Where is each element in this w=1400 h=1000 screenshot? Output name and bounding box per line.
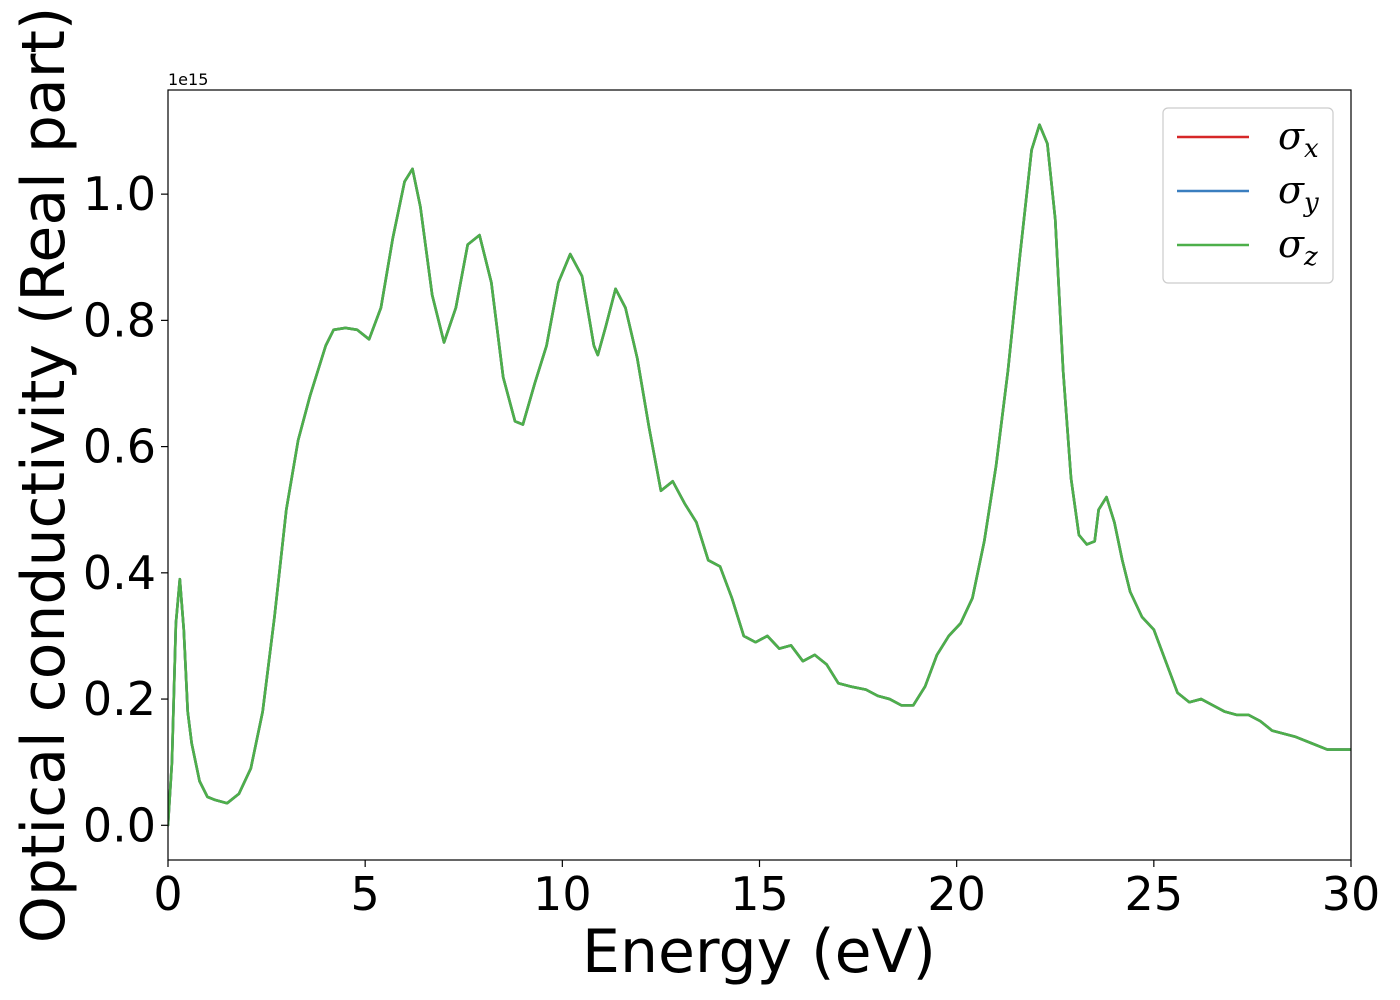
x-tick-label: 0 bbox=[153, 867, 182, 921]
y-tick-label: 0.0 bbox=[83, 798, 156, 852]
y-tick-label: 1.0 bbox=[83, 167, 156, 221]
y-tick-label: 0.6 bbox=[83, 420, 156, 474]
legend-label: σz bbox=[1278, 222, 1318, 272]
x-tick-label: 15 bbox=[730, 867, 789, 921]
legend-label: σy bbox=[1278, 168, 1319, 218]
y-offset-label: 1e15 bbox=[168, 70, 208, 89]
y-tick-label: 0.4 bbox=[83, 546, 156, 600]
legend-box bbox=[1162, 107, 1334, 284]
y-axis-title: Optical conductivity (Real part) bbox=[9, 7, 79, 944]
x-tick-label: 25 bbox=[1125, 867, 1184, 921]
x-tick-label: 30 bbox=[1322, 867, 1381, 921]
x-axis-title: Energy (eV) bbox=[582, 917, 936, 987]
series-layer bbox=[168, 123, 1351, 827]
plot-frame bbox=[167, 89, 1352, 861]
axes-layer: 0 5 10 15 20 25 30 0.0 0.2 0.4 0.6 0.8 1.0 bbox=[83, 167, 1380, 921]
series-line-σz bbox=[168, 123, 1351, 827]
y-tick-label: 0.2 bbox=[83, 672, 156, 726]
x-tick-label: 5 bbox=[351, 867, 380, 921]
legend-label: σx bbox=[1278, 114, 1319, 164]
y-tick-label: 0.8 bbox=[83, 293, 156, 347]
x-tick-label: 20 bbox=[927, 867, 986, 921]
x-tick-label: 10 bbox=[533, 867, 592, 921]
